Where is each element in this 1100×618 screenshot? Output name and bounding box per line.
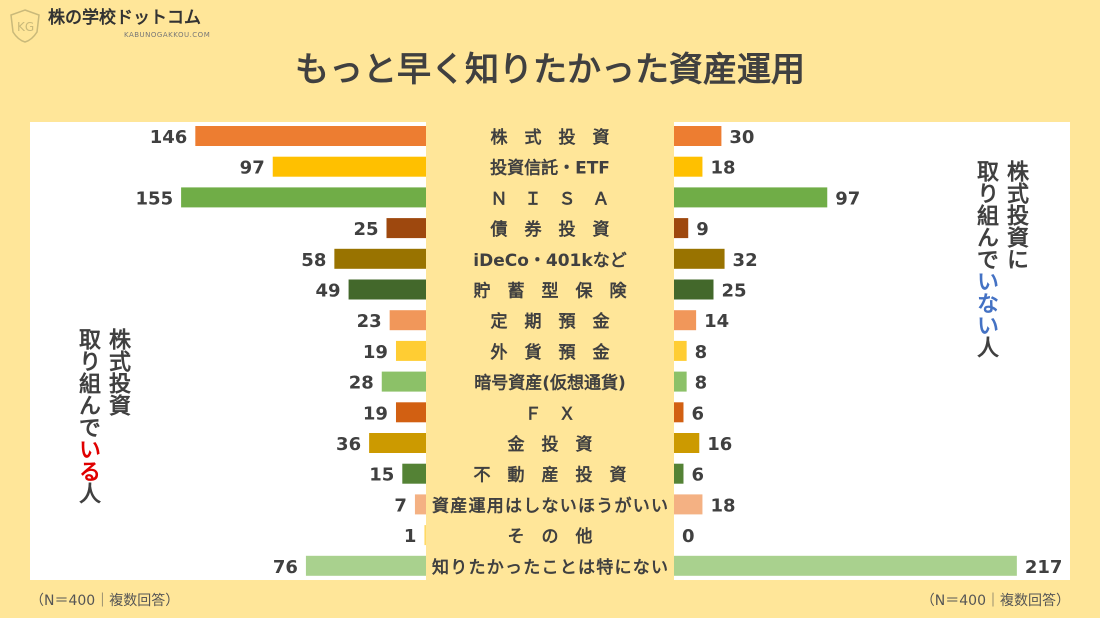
value-label-right: 18 xyxy=(710,495,735,516)
bar-right xyxy=(674,371,687,392)
bar-left xyxy=(272,156,426,177)
right-label-line1: 株式投資に xyxy=(1003,160,1028,270)
bar-right xyxy=(674,402,684,423)
bar-right xyxy=(674,433,700,453)
value-label-left: 146 xyxy=(150,127,188,148)
bar-right xyxy=(674,156,703,177)
value-label-right: 25 xyxy=(722,281,747,302)
value-label-right: 32 xyxy=(733,250,758,271)
svg-text:KG: KG xyxy=(17,20,34,34)
value-label-left: 7 xyxy=(394,495,407,516)
category-label: そ の 他 xyxy=(508,526,593,547)
right-label-end: 人 xyxy=(973,336,998,358)
logo-text: 株の学校ドットコム xyxy=(48,8,201,28)
category-label: 投資信託・ETF xyxy=(490,158,610,179)
value-label-right: 97 xyxy=(835,188,860,209)
category-label: 不 動 産 投 資 xyxy=(474,465,627,486)
bar-left xyxy=(348,279,426,300)
category-label: 債 券 投 資 xyxy=(490,219,610,240)
value-label-right: 9 xyxy=(696,219,709,240)
bar-left xyxy=(181,187,426,208)
category-label: Ｆ Ｘ xyxy=(525,404,576,424)
category-label: 金 投 資 xyxy=(507,434,593,455)
bar-right xyxy=(674,463,684,484)
value-label-right: 14 xyxy=(704,311,729,332)
right-group-label: 株式投資に 取り組んでいない人 xyxy=(970,160,1030,358)
bar-left xyxy=(395,340,426,361)
bar-left xyxy=(305,555,426,576)
bar-right xyxy=(674,310,697,331)
value-label-left: 15 xyxy=(369,465,394,486)
value-label-right: 8 xyxy=(695,373,708,394)
logo: KG 株の学校ドットコム xyxy=(8,8,201,44)
value-label-left: 19 xyxy=(363,403,388,424)
category-label: 株 式 投 資 xyxy=(491,127,610,148)
bar-right xyxy=(674,248,725,269)
value-label-right: 217 xyxy=(1025,557,1063,578)
bar-left xyxy=(395,402,426,423)
bar-left xyxy=(334,248,426,269)
category-label: 資産運用はしないほうがいい xyxy=(432,495,668,516)
value-label-right: 18 xyxy=(710,158,735,179)
category-label: 知りたかったことは特にない xyxy=(431,557,668,578)
category-label: 定 期 預 金 xyxy=(491,311,611,332)
bar-left xyxy=(402,463,426,484)
value-label-right: 0 xyxy=(682,526,695,547)
bar-right xyxy=(674,126,722,146)
bar-left xyxy=(195,126,426,146)
category-panel xyxy=(426,122,674,580)
value-label-left: 19 xyxy=(363,342,388,363)
value-label-left: 97 xyxy=(240,158,265,179)
bar-right xyxy=(674,279,714,300)
value-label-right: 6 xyxy=(691,403,704,424)
value-label-left: 23 xyxy=(357,311,382,332)
bar-right xyxy=(674,218,689,239)
value-label-left: 25 xyxy=(353,219,378,240)
bar-left xyxy=(369,433,426,453)
note-right: （N＝400｜複数回答） xyxy=(920,593,1070,609)
category-label: iDeCo・401kなど xyxy=(473,251,626,271)
value-label-right: 8 xyxy=(695,342,708,363)
right-label-accent: いない xyxy=(973,270,998,336)
category-label: 貯 蓄 型 保 険 xyxy=(474,281,628,302)
left-label-line2: 取り組んで xyxy=(75,328,100,438)
value-label-right: 16 xyxy=(707,434,732,455)
value-label-left: 1 xyxy=(404,526,417,547)
bar-left xyxy=(424,525,426,546)
bar-right xyxy=(674,494,703,515)
value-label-left: 155 xyxy=(136,188,174,209)
note-left: （N＝400｜複数回答） xyxy=(30,593,180,609)
category-label: Ｎ Ｉ Ｓ Ａ xyxy=(491,189,610,209)
bar-right xyxy=(674,340,687,361)
bar-right xyxy=(674,187,828,208)
value-label-left: 58 xyxy=(301,250,326,271)
left-label-accent: いる xyxy=(75,438,100,482)
right-label-line2: 取り組んで xyxy=(973,160,998,270)
left-label-end: 人 xyxy=(75,482,100,504)
bar-right xyxy=(674,555,1017,576)
bar-left xyxy=(381,371,426,392)
chart-title: もっと早く知りたかった資産運用 xyxy=(295,50,805,90)
category-label: 暗号資産(仮想通貨) xyxy=(474,373,626,394)
value-label-left: 28 xyxy=(349,373,374,394)
value-label-left: 49 xyxy=(316,281,341,302)
left-label-line1: 株式投資 xyxy=(105,328,130,416)
shield-logo-icon: KG xyxy=(10,9,40,43)
bar-left xyxy=(414,494,426,515)
bar-left xyxy=(389,310,426,331)
left-group-label: 株式投資 取り組んでいる人 xyxy=(72,328,132,504)
category-label: 外 貨 預 金 xyxy=(491,342,611,363)
logo-subtext: KABUNOGAKKOU.COM xyxy=(124,31,211,39)
value-label-right: 30 xyxy=(729,127,754,148)
value-label-left: 36 xyxy=(336,434,361,455)
bar-left xyxy=(386,218,426,239)
value-label-right: 6 xyxy=(691,465,704,486)
value-label-left: 76 xyxy=(273,557,298,578)
